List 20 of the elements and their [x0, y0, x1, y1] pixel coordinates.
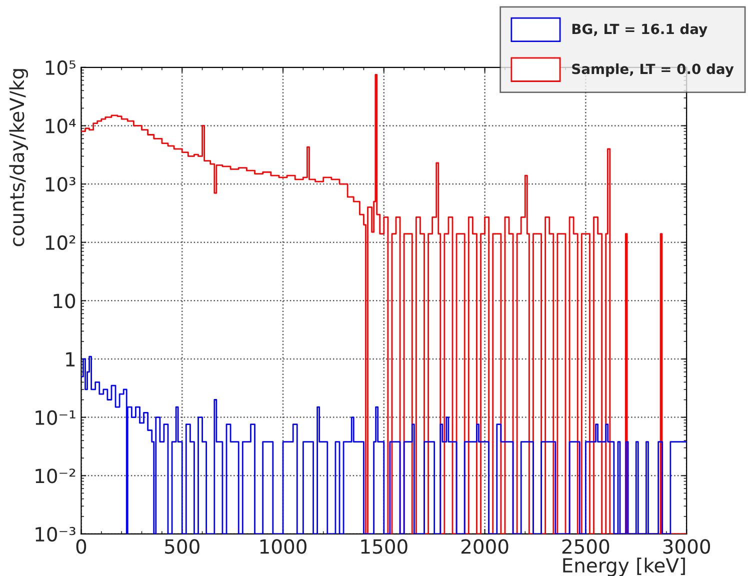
x-tick-label: 500: [165, 539, 200, 554]
x-tick-label: 1000: [260, 539, 306, 554]
x-tick-label: 3000: [663, 539, 710, 554]
text: Sample, LT = 0.0 day: [572, 63, 734, 77]
y-tick-label: 10³: [46, 176, 76, 192]
y-tick-label: 10⁻²: [36, 468, 76, 484]
y-tick-label: 10⁻¹: [36, 410, 76, 425]
x-tick-label: 0: [76, 539, 86, 554]
y-tick-label: 10²: [46, 235, 76, 250]
x-tick-label: 2500: [562, 539, 610, 554]
y-tick-label: 1: [66, 352, 75, 366]
x-tick-label: 1500: [361, 539, 408, 554]
y-tick-label: 10⁴: [46, 118, 76, 134]
y-tick-label: 10: [54, 294, 76, 308]
x-tick-label: 2000: [461, 539, 508, 554]
x-axis-title: Energy [keV]: [563, 558, 685, 576]
y-axis-title: counts/day/keV/kg: [9, 69, 28, 246]
y-tick-label: 10⁵: [46, 60, 76, 76]
y-tick-label: 10⁻³: [36, 526, 76, 542]
legend-label: BG, LT = 16.1 day: [572, 23, 708, 38]
